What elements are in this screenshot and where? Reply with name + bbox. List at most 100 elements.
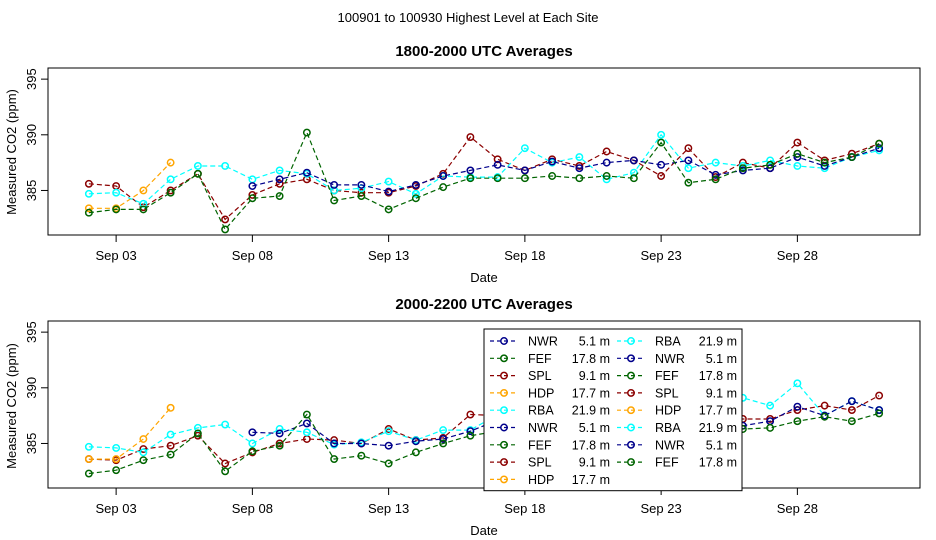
legend-entry: HDP 17.7 m xyxy=(490,386,610,400)
series-hdp xyxy=(84,403,175,464)
data-point xyxy=(793,379,802,388)
data-point xyxy=(629,174,638,183)
data-point xyxy=(411,437,420,446)
data-point xyxy=(330,196,339,205)
y-tick-label: 390 xyxy=(24,377,39,399)
data-point xyxy=(766,401,775,410)
legend-label: FEF xyxy=(655,369,679,383)
data-point xyxy=(629,156,638,165)
legend-height: 17.7 m xyxy=(699,404,737,418)
data-point xyxy=(139,445,148,453)
data-point xyxy=(221,162,230,170)
legend-entry: NWR 5.1 m xyxy=(490,421,610,435)
data-point xyxy=(275,441,284,450)
data-point xyxy=(384,177,393,186)
legend-height: 5.1 m xyxy=(706,438,737,452)
data-point xyxy=(166,430,175,439)
legend: NWR 5.1 m FEF 17.8 m SPL 9.1 m HDP 17.7 m RBA 21.… xyxy=(483,328,743,492)
data-point xyxy=(711,158,720,167)
data-point xyxy=(139,199,148,208)
data-point xyxy=(302,410,311,419)
series-line xyxy=(88,131,880,231)
legend-entry: HDP 17.7 m xyxy=(617,404,737,418)
data-point xyxy=(466,431,475,440)
y-axis-label: Measured CO2 (ppm) xyxy=(4,89,19,215)
data-point xyxy=(275,425,284,433)
data-point xyxy=(411,194,420,203)
data-point xyxy=(439,172,448,180)
data-point xyxy=(221,420,230,429)
legend-marker xyxy=(500,440,508,449)
data-point xyxy=(139,205,148,214)
data-point xyxy=(221,215,230,224)
legend-height: 9.1 m xyxy=(579,456,610,470)
series-line xyxy=(88,382,880,454)
legend-height: 21.9 m xyxy=(699,421,737,435)
data-point xyxy=(602,172,611,180)
data-point xyxy=(221,467,230,476)
data-point xyxy=(466,133,475,141)
data-point xyxy=(875,139,884,148)
legend-marker xyxy=(627,354,635,363)
series-line xyxy=(88,133,880,205)
data-point xyxy=(166,403,175,412)
data-point xyxy=(221,225,230,234)
series-line xyxy=(88,162,172,209)
x-tick-label: Sep 28 xyxy=(777,501,818,516)
legend-marker xyxy=(627,371,635,380)
legend-height: 5.1 m xyxy=(579,335,610,349)
data-point xyxy=(248,194,257,203)
data-point xyxy=(139,186,148,195)
legend-entry: SPL 9.1 m xyxy=(490,369,610,383)
data-point xyxy=(439,439,448,448)
data-point xyxy=(466,166,475,175)
data-point xyxy=(602,158,611,167)
data-point xyxy=(84,442,93,451)
legend-entry: FEF 17.8 m xyxy=(617,456,737,470)
data-point xyxy=(384,459,393,468)
legend-height: 17.8 m xyxy=(699,456,737,470)
y-tick-label: 385 xyxy=(24,180,39,202)
legend-height: 5.1 m xyxy=(706,352,737,366)
data-point xyxy=(384,187,393,196)
data-point xyxy=(493,174,502,183)
x-tick-label: Sep 23 xyxy=(641,248,682,263)
data-point xyxy=(766,164,775,173)
legend-label: SPL xyxy=(655,386,679,400)
legend-label: NWR xyxy=(655,438,685,452)
data-point xyxy=(139,456,148,465)
data-point xyxy=(684,156,693,165)
data-point xyxy=(766,156,775,165)
data-point xyxy=(875,409,884,418)
data-point xyxy=(166,158,175,167)
series-line xyxy=(252,147,880,193)
legend-height: 17.8 m xyxy=(572,438,610,452)
chart-title: 2000-2200 UTC Averages xyxy=(395,296,572,313)
legend-marker xyxy=(627,440,635,449)
x-tick-label: Sep 23 xyxy=(641,501,682,516)
legend-label: SPL xyxy=(528,369,552,383)
data-point xyxy=(575,174,584,183)
data-point xyxy=(302,419,311,428)
data-point xyxy=(84,189,93,198)
x-tick-label: Sep 08 xyxy=(232,248,273,263)
data-point xyxy=(166,450,175,459)
data-point xyxy=(711,170,720,179)
data-point xyxy=(302,428,311,437)
legend-label: RBA xyxy=(655,335,681,349)
y-tick-label: 395 xyxy=(24,68,39,90)
legend-marker xyxy=(627,337,635,345)
x-tick-label: Sep 18 xyxy=(504,248,545,263)
legend-label: NWR xyxy=(655,352,685,366)
legend-entry: RBA 21.9 m xyxy=(490,404,610,418)
data-point xyxy=(275,192,284,200)
data-point xyxy=(466,174,475,183)
data-point xyxy=(466,410,475,419)
data-point xyxy=(411,180,420,189)
data-point xyxy=(112,455,121,464)
legend-label: HDP xyxy=(528,386,554,400)
data-point xyxy=(820,401,829,410)
data-point xyxy=(330,439,339,448)
x-axis-label: Date xyxy=(470,270,497,285)
